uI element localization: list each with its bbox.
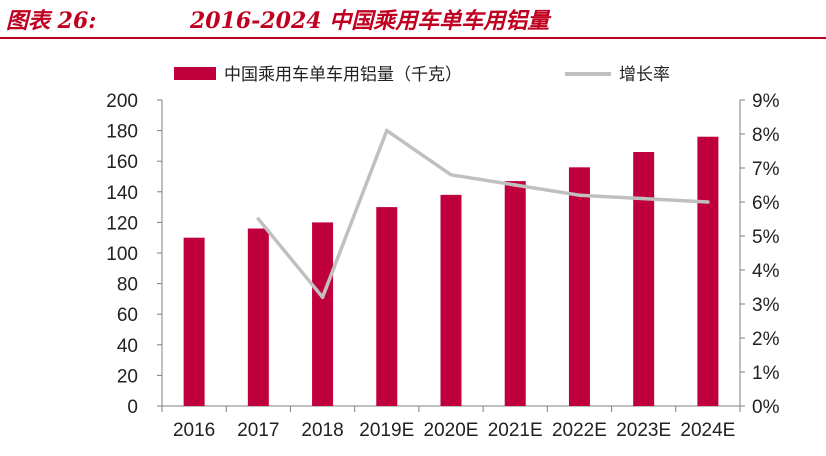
legend-bar-label: 中国乘用车单车用铝量（千克） (224, 65, 462, 85)
x-tick-label: 2024E (680, 420, 735, 441)
bar (440, 194, 462, 406)
figure-title: 2016-2024 中国乘用车单车用铝量 (190, 8, 550, 34)
growth-point (256, 217, 261, 221)
legend-line-label: 增长率 (619, 65, 670, 85)
right-tick-label: 7% (752, 159, 780, 180)
growth-point (641, 196, 646, 201)
left-tick-label: 200 (106, 91, 138, 112)
growth-point (320, 295, 325, 300)
right-tick-label: 9% (752, 91, 780, 112)
growth-line-path (256, 128, 708, 299)
right-tick-label: 4% (752, 261, 780, 282)
x-tick-label: 2021E (488, 420, 543, 441)
right-tick-label: 1% (752, 363, 780, 384)
growth-point (706, 200, 710, 204)
bar (247, 228, 269, 406)
x-tick-label: 2019E (359, 420, 414, 441)
growth-line (256, 128, 710, 300)
x-tick-label: 2016 (173, 420, 215, 441)
growth-point (577, 193, 582, 197)
bar (376, 207, 398, 406)
legend: 中国乘用车单车用铝量（千克） 增长率 (174, 65, 670, 85)
figure-header: 图表 26: 2016-2024 中国乘用车单车用铝量 (0, 0, 826, 40)
left-tick-label: 60 (117, 305, 138, 326)
left-tick-label: 160 (106, 152, 138, 173)
bar (568, 167, 590, 406)
title-rule (0, 37, 826, 39)
growth-point (449, 173, 453, 177)
right-tick-label: 8% (752, 125, 780, 146)
left-tick-label: 80 (117, 275, 138, 296)
x-tick-label: 2017 (237, 420, 279, 441)
axis-labels: 0 20 40 60 80 100 120 140 160 180 200 0% 1% 2% 3% 4% 5% 6… (106, 91, 779, 441)
right-tick-label: 5% (752, 227, 780, 248)
growth-point (384, 128, 389, 133)
left-tick-label: 20 (117, 366, 138, 387)
left-tick-label: 120 (106, 213, 138, 234)
bar (183, 237, 205, 406)
bars (183, 136, 719, 406)
right-tick-label: 0% (752, 397, 780, 418)
left-tick-label: 40 (117, 336, 138, 357)
right-tick-label: 6% (752, 193, 780, 214)
x-tick-label: 2023E (616, 420, 671, 441)
right-tick-label: 3% (752, 295, 780, 316)
left-tick-label: 0 (127, 397, 138, 418)
x-tick-label: 2018 (301, 420, 343, 441)
figure-label: 图表 26: (6, 8, 97, 34)
x-tick-label: 2020E (424, 420, 479, 441)
left-tick-label: 180 (106, 122, 138, 143)
legend-bar-swatch (174, 67, 216, 80)
left-tick-label: 100 (106, 244, 138, 265)
left-tick-label: 140 (106, 183, 138, 204)
bar (633, 152, 655, 406)
x-tick-label: 2022E (552, 420, 607, 441)
growth-point (513, 183, 518, 187)
bar (697, 136, 719, 406)
bar (504, 181, 526, 406)
right-tick-label: 2% (752, 329, 780, 350)
bar (312, 222, 334, 406)
